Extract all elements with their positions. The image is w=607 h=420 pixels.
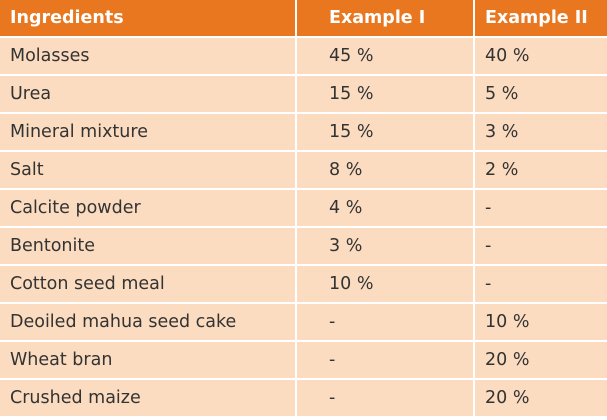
example-1-cell: - [296,379,475,418]
header-row: Ingredients Example I Example II [0,0,607,38]
ingredient-cell: Bentonite [0,227,297,266]
example-2-cell: 5 % [474,75,607,114]
table-row: Wheat bran -20 % [0,341,607,380]
example-2-cell: - [474,265,607,304]
ingredient-cell: Cotton seed meal [0,265,297,304]
table-row: Mineral mixture 15 % 3 % [0,113,607,152]
example-2-cell: 2 % [474,151,607,190]
table-row: Urea 15 % 5 % [0,75,607,114]
header-example-1: Example I [296,0,475,38]
example-1-cell: 10 % [296,265,475,304]
example-1-cell: 4 % [296,189,475,228]
ingredient-cell: Crushed maize [0,379,297,418]
header-ingredients: Ingredients [0,0,297,38]
example-1-cell: - [296,341,475,380]
example-1-cell: 15 % [296,75,475,114]
table-row: Cotton seed meal 10 % - [0,265,607,304]
table-row: Molasses 45 % 40 % [0,37,607,76]
ingredient-cell: Calcite powder [0,189,297,228]
header-example-2: Example II [474,0,607,38]
table-row: Bentonite 3 % - [0,227,607,266]
example-2-cell: 20 % [474,379,607,418]
ingredient-cell: Molasses [0,37,297,76]
example-2-cell: - [474,227,607,266]
example-1-cell: 8 % [296,151,475,190]
example-1-cell: 45 % [296,37,475,76]
example-2-cell: 10 % [474,303,607,342]
ingredient-cell: Wheat bran [0,341,297,380]
ingredient-cell: Salt [0,151,297,190]
table-row: Salt 8 % 2 % [0,151,607,190]
example-1-cell: 15 % [296,113,475,152]
table-row: Crushed maize -20 % [0,379,607,418]
example-2-cell: 20 % [474,341,607,380]
ingredient-cell: Deoiled mahua seed cake [0,303,297,342]
table-row: Deoiled mahua seed cake -10 % [0,303,607,342]
ingredient-cell: Urea [0,75,297,114]
table-row: Calcite powder 4 % - [0,189,607,228]
example-2-cell: 40 % [474,37,607,76]
example-2-cell: 3 % [474,113,607,152]
example-1-cell: - [296,303,475,342]
ingredient-cell: Mineral mixture [0,113,297,152]
example-1-cell: 3 % [296,227,475,266]
example-2-cell: - [474,189,607,228]
